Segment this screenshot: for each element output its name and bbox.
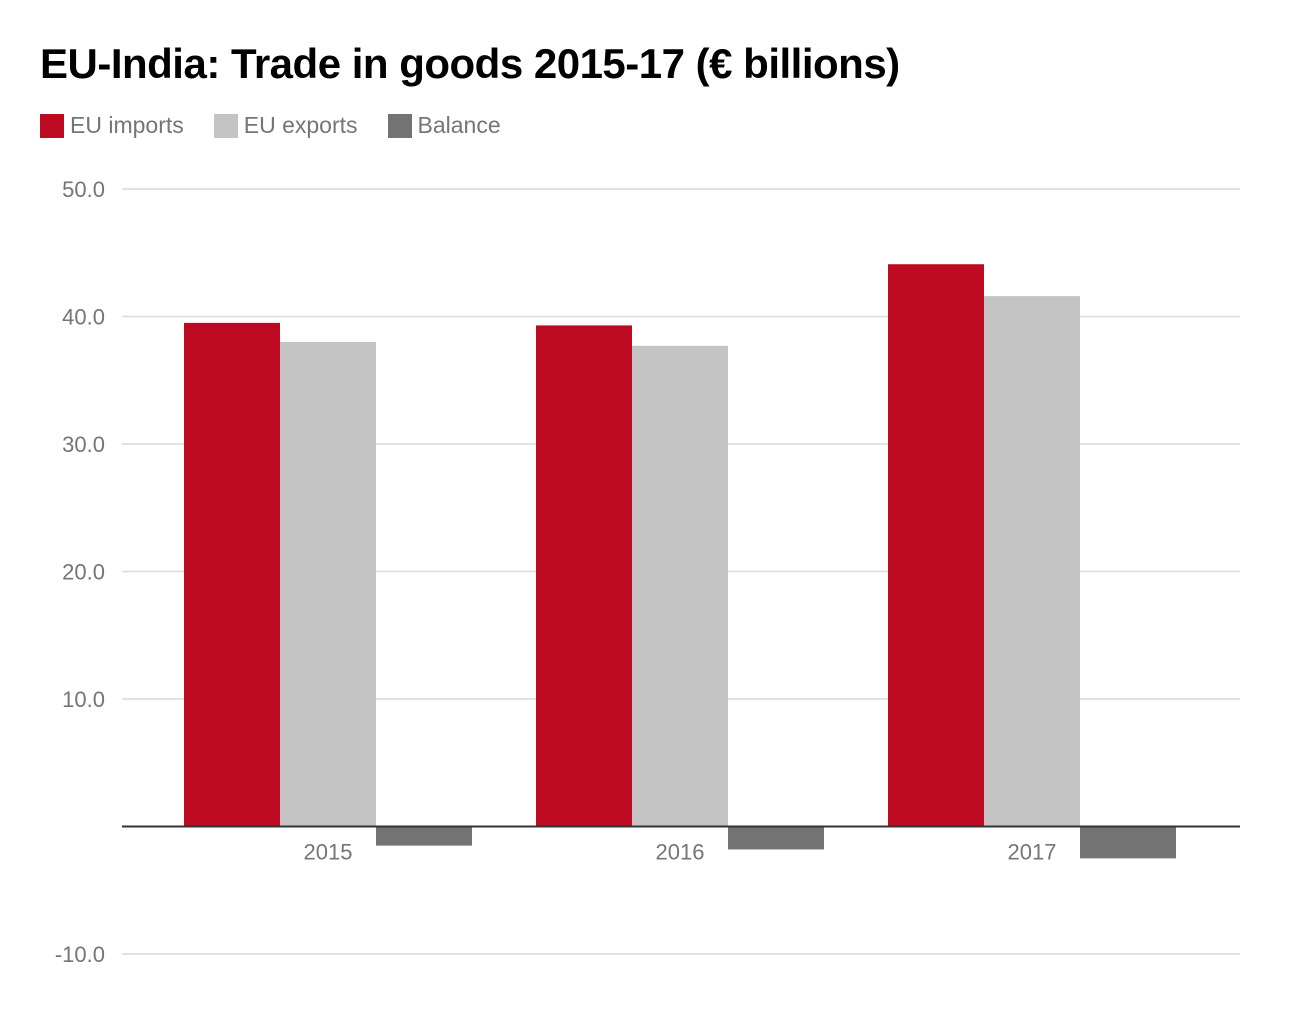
y-tick-label: 10.0 — [62, 687, 105, 712]
y-tick-label: 20.0 — [62, 560, 105, 585]
chart-title: EU-India: Trade in goods 2015-17 (€ bill… — [40, 40, 900, 87]
legend: EU imports EU exports Balance — [40, 112, 501, 139]
bar-eu-exports-2017 — [984, 296, 1080, 827]
x-tick-label: 2016 — [656, 840, 705, 865]
legend-item-balance: Balance — [387, 112, 501, 139]
bar-balance-2016 — [728, 826, 824, 850]
legend-label-eu-imports: EU imports — [70, 112, 184, 138]
bar-eu-exports-2016 — [632, 345, 728, 827]
legend-swatch-balance — [387, 113, 412, 138]
y-tick-label: 40.0 — [62, 305, 105, 330]
x-tick-label: 2017 — [1008, 840, 1057, 865]
bar-layer — [184, 264, 1176, 859]
bar-eu-imports-2017 — [888, 264, 984, 827]
legend-item-eu-imports: EU imports — [40, 112, 184, 139]
legend-swatch-eu-exports — [213, 113, 238, 138]
legend-label-balance: Balance — [417, 112, 501, 138]
bar-eu-imports-2016 — [536, 325, 632, 827]
bar-eu-imports-2015 — [184, 322, 280, 827]
legend-item-eu-exports: EU exports — [213, 112, 358, 139]
y-tick-label: -10.0 — [55, 942, 105, 967]
x-tick-label: 2015 — [304, 840, 353, 865]
label-layer: -10.0 10.0 20.0 30.0 40.0 50.0 2015 2016 2017 — [55, 177, 1057, 967]
bar-balance-2017 — [1080, 826, 1176, 859]
legend-label-eu-exports: EU exports — [243, 112, 358, 138]
y-tick-label: 30.0 — [62, 432, 105, 457]
bar-eu-exports-2015 — [280, 342, 376, 827]
legend-swatch-eu-imports — [40, 113, 64, 138]
y-tick-label: 50.0 — [62, 177, 105, 202]
bar-balance-2015 — [376, 826, 472, 846]
